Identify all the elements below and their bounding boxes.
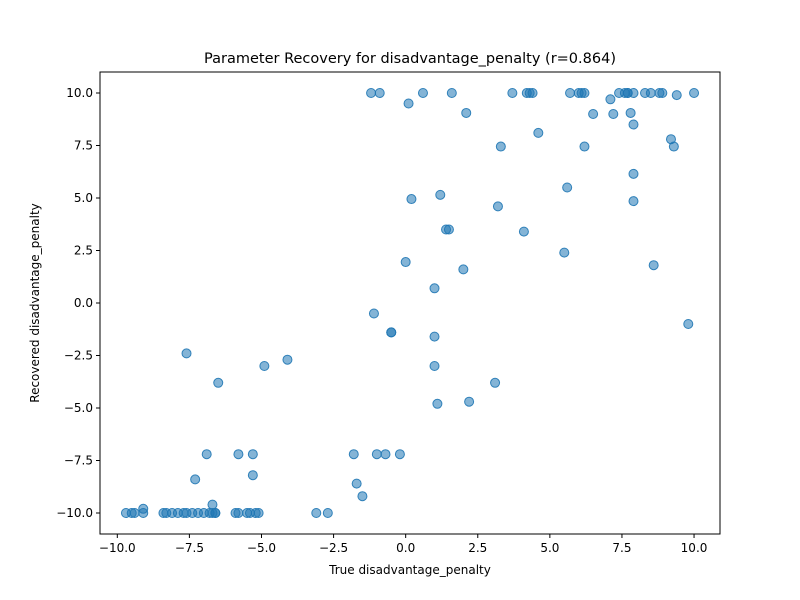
data-point-18 (207, 499, 218, 510)
data-point-52 (429, 331, 440, 342)
x-tick-label: −2.5 (319, 541, 348, 555)
x-tick-label: 2.5 (468, 541, 487, 555)
data-point-65 (366, 88, 377, 98)
x-tick-label: 0.0 (396, 541, 415, 555)
data-point-60 (562, 182, 573, 193)
data-point-31 (247, 470, 258, 481)
x-tick-label: 10.0 (681, 541, 708, 555)
data-point-55 (464, 396, 475, 407)
data-point-27 (190, 474, 201, 485)
y-tick-label: 5.0 (74, 191, 93, 205)
data-point-93 (689, 88, 700, 98)
data-point-45 (400, 257, 411, 268)
y-tick-label: −10.0 (56, 506, 93, 520)
y-axis-label: Recovered disadvantage_penalty (28, 203, 42, 402)
data-point-29 (233, 449, 244, 460)
data-point-24 (253, 508, 264, 518)
x-axis-label: True disadvantage_penalty (328, 563, 491, 577)
data-point-79 (605, 94, 616, 105)
data-point-77 (588, 109, 599, 119)
x-tick-label: −5.0 (247, 541, 276, 555)
y-tick-label: −5.0 (64, 401, 93, 415)
data-point-53 (429, 361, 440, 371)
data-point-67 (417, 88, 428, 98)
data-point-32 (348, 449, 359, 460)
data-point-39 (213, 377, 224, 388)
data-point-35 (371, 449, 382, 460)
data-point-72 (527, 88, 538, 98)
data-point-63 (461, 107, 472, 118)
points-layer (120, 88, 700, 518)
y-tick-label: −7.5 (64, 454, 93, 468)
y-tick-label: 0.0 (74, 296, 93, 310)
data-point-28 (201, 449, 212, 460)
data-point-50 (458, 264, 469, 275)
x-tick-label: −10.0 (99, 541, 136, 555)
data-point-58 (518, 226, 529, 237)
y-tick-label: 2.5 (74, 244, 93, 258)
data-point-61 (495, 141, 506, 152)
data-point-40 (259, 361, 270, 371)
data-point-54 (432, 398, 443, 409)
data-point-96 (628, 168, 639, 179)
data-point-4 (138, 503, 149, 514)
data-point-47 (435, 189, 446, 200)
data-point-59 (559, 247, 570, 258)
data-point-41 (282, 354, 293, 365)
y-tick-label: −2.5 (64, 349, 93, 363)
data-point-44 (386, 327, 397, 338)
data-point-68 (446, 88, 457, 98)
data-point-92 (671, 90, 682, 101)
data-point-80 (608, 109, 619, 119)
data-point-20 (233, 508, 244, 518)
data-point-30 (247, 449, 258, 460)
data-point-91 (657, 88, 668, 98)
chart-title: Parameter Recovery for disadvantage_pena… (204, 51, 616, 67)
data-point-85 (625, 107, 636, 118)
data-point-64 (403, 98, 414, 109)
data-point-87 (628, 88, 639, 98)
data-point-78 (579, 141, 590, 152)
data-point-56 (490, 377, 501, 388)
x-tick-label: 7.5 (612, 541, 631, 555)
data-point-62 (533, 127, 544, 138)
data-point-76 (579, 88, 590, 98)
data-point-51 (429, 283, 440, 294)
data-point-97 (628, 196, 639, 207)
data-point-34 (357, 491, 368, 502)
data-point-36 (380, 449, 391, 460)
data-point-57 (492, 201, 503, 212)
data-point-38 (181, 348, 192, 359)
data-point-89 (645, 88, 656, 98)
data-point-69 (507, 88, 518, 98)
data-point-2 (129, 508, 140, 518)
data-point-66 (374, 88, 385, 98)
data-point-26 (322, 508, 333, 518)
y-axis-ticks: −10.0 −7.5 −5.0 −2.5 0.0 2.5 5.0 7.5 10.0 (56, 86, 100, 520)
data-point-86 (628, 119, 639, 130)
data-point-42 (368, 308, 379, 319)
data-point-73 (565, 88, 576, 98)
data-point-33 (351, 478, 362, 489)
data-point-46 (406, 194, 417, 205)
data-point-25 (311, 508, 322, 518)
x-axis-ticks: −10.0 −7.5 −5.0 −2.5 0.0 2.5 5.0 7.5 10.0 (99, 534, 707, 555)
data-point-99 (683, 319, 694, 329)
y-tick-label: 10.0 (66, 86, 93, 100)
data-point-17 (210, 508, 221, 518)
y-tick-label: 7.5 (74, 139, 93, 153)
x-tick-label: 5.0 (540, 541, 559, 555)
data-point-95 (668, 141, 679, 152)
data-point-49 (443, 224, 454, 235)
data-point-37 (394, 449, 405, 460)
data-point-98 (648, 260, 659, 271)
x-tick-label: −7.5 (175, 541, 204, 555)
